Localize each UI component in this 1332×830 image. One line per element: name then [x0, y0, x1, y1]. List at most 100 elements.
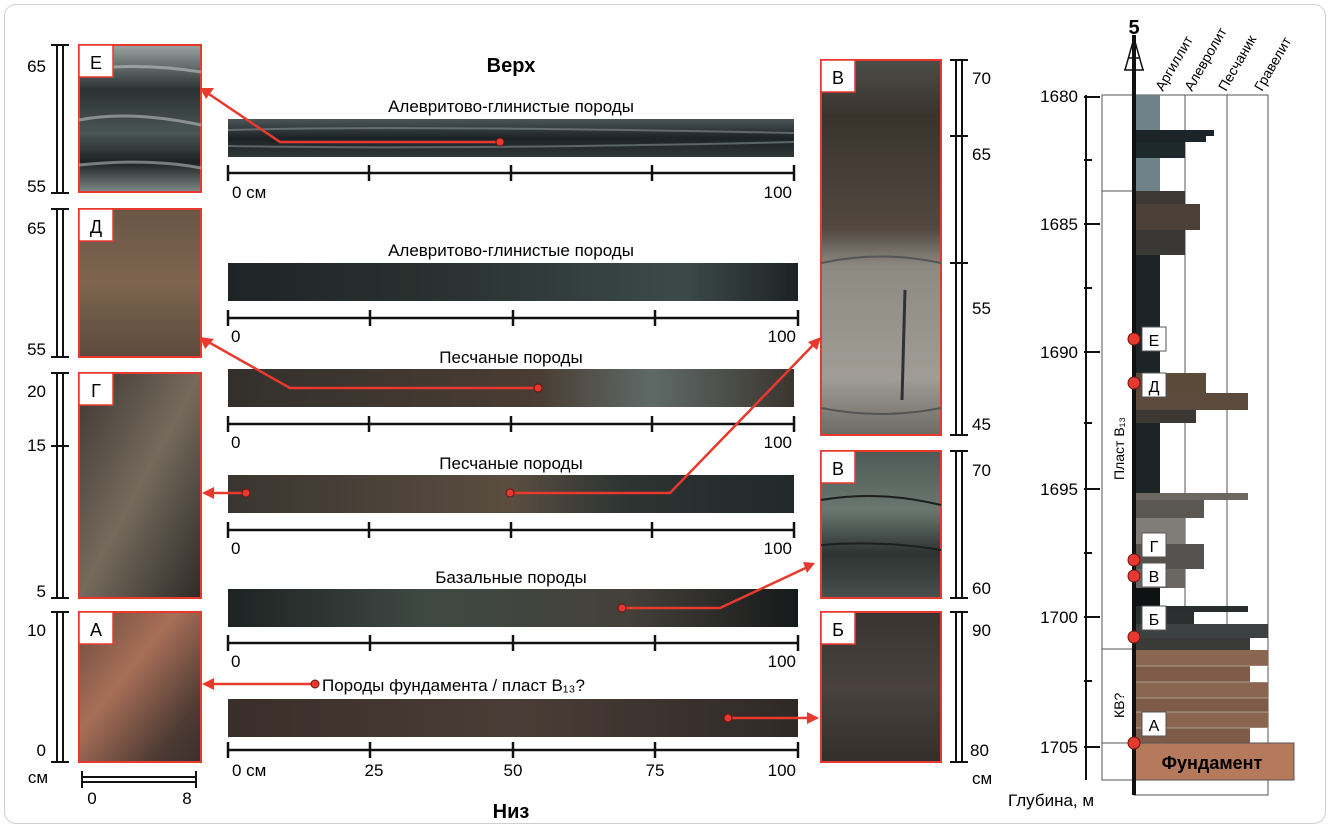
well-number: 5 — [1128, 17, 1139, 39]
left-scale-tick-0: 0 — [87, 789, 96, 808]
left-scale-bars — [51, 44, 69, 763]
core-1: Алевритово-глинистые породы 0 см 100 — [226, 97, 796, 202]
scale-E-top: 65 — [27, 57, 46, 76]
core-2-tick-100: 100 — [768, 327, 796, 346]
core-2-tick-0: 0 — [231, 327, 240, 346]
scale-A-bottom: 0 — [37, 741, 46, 760]
core-2: Алевритово-глинистые породы 0 100 — [226, 241, 800, 346]
right-photo-V2: В — [820, 450, 942, 599]
photo-B-label: Б — [832, 620, 844, 640]
lithology-column: Фундамент 5 Аргиллит Алевролит Песчаник … — [1008, 17, 1295, 810]
scale-V1-45: 45 — [972, 415, 991, 434]
photo-D-tag — [78, 208, 114, 242]
arrow-origins — [241, 137, 733, 723]
core-6-tick-0: 0 см — [232, 761, 266, 780]
core-6-caption: Породы фундамента / пласт В₁₃? — [322, 676, 585, 695]
formation-label: Пласт В₁₃ — [1111, 417, 1127, 480]
core-4-tick-0: 0 — [231, 539, 240, 558]
scale-V2-60: 60 — [972, 579, 991, 598]
scale-V1-55: 55 — [972, 299, 991, 318]
arrow-to-V2 — [622, 563, 813, 610]
core-5-caption: Базальные породы — [435, 568, 587, 587]
core-2-photo — [228, 263, 798, 301]
scale-V1-70: 70 — [972, 69, 991, 88]
basement-side-box — [1101, 742, 1135, 781]
left-photo-D: Д — [78, 208, 202, 358]
scale-D-top: 65 — [27, 219, 46, 238]
core-4: Песчаные породы 0 100 — [226, 454, 796, 558]
core-1-caption: Алевритово-глинистые породы — [388, 97, 634, 116]
photo-V2-tag — [820, 450, 856, 484]
left-photo-G: Г — [78, 372, 202, 599]
bottom-label: Низ — [493, 801, 530, 823]
core-6-tick-100: 100 — [768, 761, 796, 780]
kv-label: КВ? — [1111, 693, 1127, 718]
arrow-to-V1 — [510, 339, 819, 495]
arrow-heads — [200, 88, 821, 724]
photo-A-label: А — [90, 620, 102, 640]
core-1-photo — [228, 119, 794, 157]
core-3-tick-0: 0 — [231, 433, 240, 452]
photo-B-tag — [820, 611, 856, 645]
photo-E-label: Е — [90, 53, 102, 73]
core-1-tick-0: 0 см — [232, 183, 266, 202]
core-6-tick-50: 50 — [504, 761, 523, 780]
right-scale-bars — [950, 59, 968, 763]
core-2-scale — [226, 310, 800, 326]
core-1-tick-100: 100 — [764, 183, 792, 202]
sample-markers: Е Д Г В Б А — [1141, 326, 1167, 737]
core-2-caption: Алевритово-глинистые породы — [388, 241, 634, 260]
scale-G-top: 20 — [27, 382, 46, 401]
sample-G: Г — [1150, 539, 1159, 556]
photo-D-label: Д — [90, 217, 102, 237]
core-3-scale — [226, 416, 796, 432]
arrow-to-E — [202, 88, 500, 144]
sample-A: А — [1149, 718, 1160, 735]
right-scale-unit: см — [972, 769, 992, 788]
right-photo-V1: В — [820, 59, 942, 436]
core-4-tick-100: 100 — [764, 539, 792, 558]
right-photo-B: Б — [820, 611, 942, 763]
depth-1685: 1685 — [1040, 215, 1078, 234]
core-5: Базальные породы 0 100 — [226, 568, 800, 671]
core-4-scale — [226, 522, 796, 538]
top-label: Верх — [487, 55, 536, 77]
scale-B-80: 80 — [970, 741, 989, 760]
core-5-tick-0: 0 — [231, 652, 240, 671]
photo-V1-image — [820, 59, 942, 436]
core-1-scale — [226, 165, 796, 181]
photo-G-image — [78, 372, 202, 599]
core-3-caption: Песчаные породы — [439, 348, 582, 367]
core-6-scale — [226, 742, 800, 758]
core-5-scale — [226, 635, 800, 651]
left-scale-unit: см — [28, 768, 48, 787]
depth-axis-label: Глубина, м — [1008, 791, 1094, 810]
sample-V: В — [1149, 569, 1160, 586]
depth-ticks — [1084, 95, 1100, 780]
sample-E: Е — [1149, 333, 1160, 350]
left-photo-A: А — [78, 611, 202, 763]
arrow-to-D — [202, 337, 538, 390]
unit-top-box — [1101, 94, 1135, 192]
rig-icon — [1124, 35, 1144, 71]
depth-1700: 1700 — [1040, 608, 1078, 627]
core-3: Песчаные породы 0 100 — [226, 348, 796, 452]
core-6: Породы фундамента / пласт В₁₃? 0 см 25 5… — [226, 676, 800, 780]
photo-V1-label: В — [832, 68, 844, 88]
scale-E-bottom: 55 — [27, 177, 46, 196]
depth-1705: 1705 — [1040, 738, 1078, 757]
core-4-caption: Песчаные породы — [439, 454, 582, 473]
scale-G-bottom: 5 — [37, 582, 46, 601]
core-6-photo — [228, 699, 798, 737]
photo-V2-label: В — [832, 459, 844, 479]
scale-V1-65: 65 — [972, 145, 991, 164]
scale-G-mid: 15 — [27, 436, 46, 455]
photo-E-tag — [78, 44, 114, 78]
photo-V1-tag — [820, 59, 856, 93]
depth-1680: 1680 — [1040, 87, 1078, 106]
scale-A-top: 10 — [27, 621, 46, 640]
depth-1690: 1690 — [1040, 343, 1078, 362]
scale-B-90: 90 — [972, 621, 991, 640]
left-horizontal-scale — [81, 771, 197, 788]
